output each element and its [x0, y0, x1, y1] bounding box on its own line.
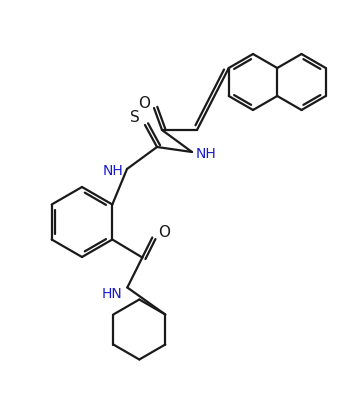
Text: HN: HN: [102, 286, 123, 300]
Text: O: O: [138, 96, 150, 110]
Text: S: S: [130, 110, 140, 124]
Text: NH: NH: [103, 164, 123, 178]
Text: NH: NH: [196, 147, 216, 161]
Text: O: O: [158, 225, 170, 240]
